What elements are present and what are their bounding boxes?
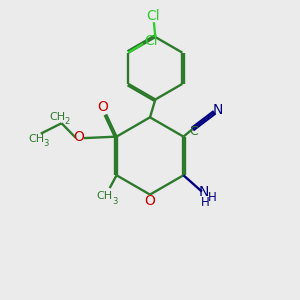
Text: H: H [208,191,217,204]
Text: O: O [73,130,84,144]
Text: N: N [213,103,224,117]
Text: 2: 2 [64,117,70,126]
Text: 3: 3 [44,139,49,148]
Text: CH: CH [49,112,65,122]
Text: 3: 3 [112,196,118,206]
Text: H: H [201,196,210,209]
Text: C: C [189,125,198,138]
Text: O: O [145,194,155,208]
Text: Cl: Cl [145,34,158,48]
Text: N: N [198,184,208,199]
Text: CH: CH [97,191,113,201]
Text: Cl: Cl [146,9,160,23]
Text: CH: CH [28,134,44,144]
Text: O: O [97,100,108,114]
